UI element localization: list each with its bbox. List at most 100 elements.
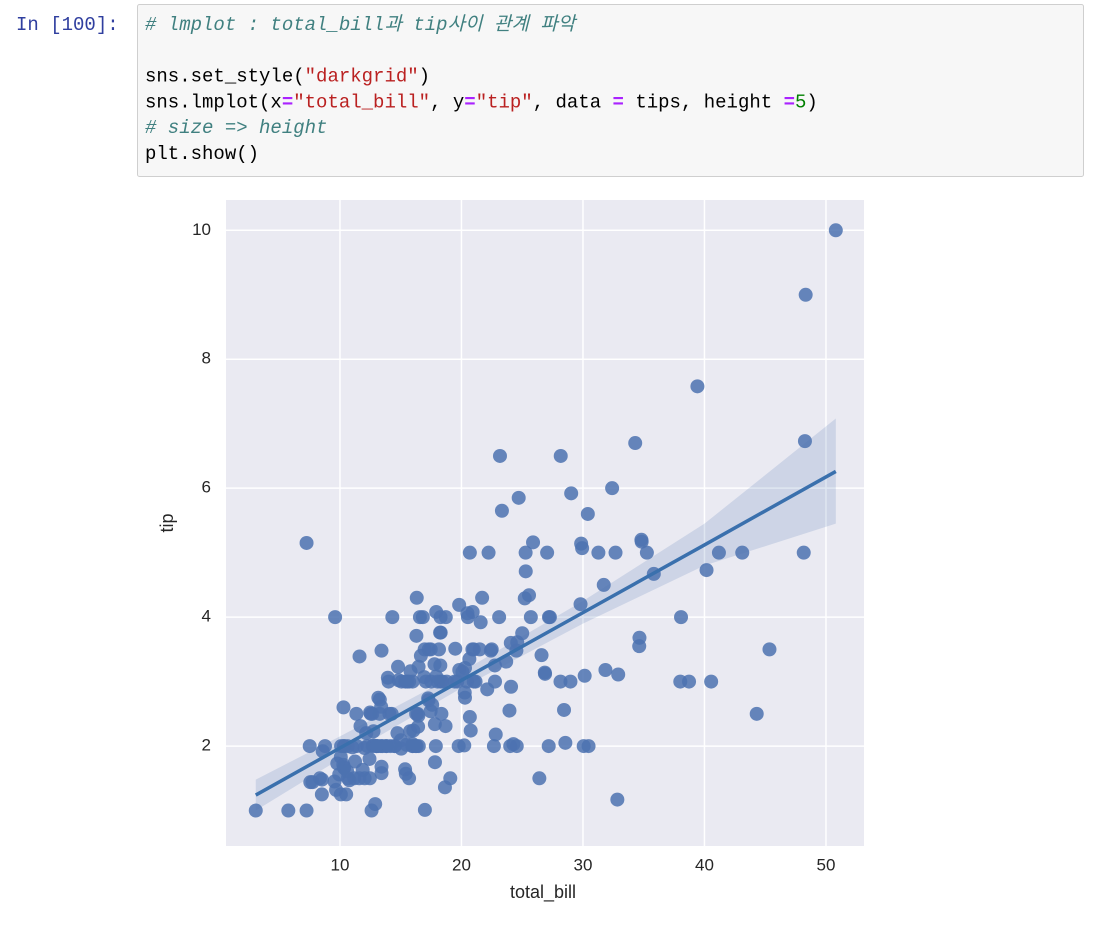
point: [427, 717, 442, 732]
point: [451, 739, 466, 754]
y-tick-label: 10: [192, 220, 211, 239]
code-token: =: [464, 91, 475, 113]
x-tick-label: 30: [574, 855, 593, 874]
point: [336, 700, 351, 715]
y-tick-label: 8: [202, 349, 211, 368]
point: [473, 615, 488, 630]
point: [576, 739, 591, 754]
code-token: , data: [533, 91, 613, 113]
y-tick-label: 4: [202, 607, 211, 626]
point: [333, 787, 348, 802]
point: [480, 682, 495, 697]
point: [628, 436, 643, 451]
point: [577, 668, 592, 683]
point: [409, 628, 424, 643]
point: [462, 710, 477, 725]
point: [492, 610, 507, 625]
point: [515, 626, 530, 641]
point: [417, 802, 432, 817]
point: [537, 665, 552, 680]
point: [402, 771, 417, 786]
point: [699, 563, 714, 578]
point: [634, 534, 649, 549]
point: [573, 597, 588, 612]
point: [409, 590, 424, 605]
point: [483, 643, 498, 658]
code-token: ): [806, 91, 817, 113]
x-tick-label: 50: [817, 855, 836, 874]
code-line: # size => height: [145, 117, 327, 139]
point: [690, 379, 705, 394]
x-tick-label: 10: [331, 855, 350, 874]
point: [299, 535, 314, 550]
point: [674, 610, 689, 625]
code-token: =: [613, 91, 624, 113]
code-line: # lmplot : total_bill과 tip사이 관계 파악: [145, 14, 578, 36]
y-tick-label: 6: [202, 478, 211, 497]
point: [518, 564, 533, 579]
point: [502, 703, 517, 718]
point: [463, 723, 478, 738]
point: [526, 535, 541, 550]
y-tick-label: 2: [202, 736, 211, 755]
code-token: , y: [430, 91, 464, 113]
code-token: =: [282, 91, 293, 113]
x-tick-label: 20: [452, 855, 471, 874]
point: [591, 545, 606, 560]
point: [564, 486, 579, 501]
point: [362, 751, 377, 766]
point: [798, 287, 813, 302]
point: [400, 674, 415, 689]
point: [411, 719, 426, 734]
point: [427, 755, 442, 770]
point: [511, 490, 526, 505]
point: [374, 643, 389, 658]
point: [387, 739, 402, 754]
point: [372, 692, 387, 707]
point: [431, 642, 446, 657]
code-token: # size => height: [145, 117, 327, 139]
point: [399, 737, 414, 752]
point: [412, 610, 427, 625]
point: [608, 545, 623, 560]
point: [494, 503, 509, 518]
code-token: sns.set_style(: [145, 66, 305, 88]
point: [438, 719, 453, 734]
plot-area: [226, 200, 864, 846]
point: [563, 674, 578, 689]
point: [611, 667, 626, 682]
code-token: # lmplot : total_bill과 tip사이 관계 파악: [145, 14, 578, 36]
point: [523, 610, 538, 625]
cell-prompt: In [100]:: [16, 14, 119, 36]
point: [411, 659, 426, 674]
point: [486, 739, 501, 754]
y-axis-label: tip: [157, 513, 177, 532]
point: [735, 545, 750, 560]
point: [349, 706, 364, 721]
point: [364, 803, 379, 818]
point: [492, 448, 507, 463]
point: [481, 545, 496, 560]
point: [374, 766, 389, 781]
code-cell[interactable]: [137, 4, 1084, 177]
point: [460, 610, 475, 625]
point: [448, 641, 463, 656]
point: [557, 702, 572, 717]
point: [532, 771, 547, 786]
point: [281, 803, 296, 818]
point: [328, 610, 343, 625]
point: [553, 448, 568, 463]
point: [540, 545, 555, 560]
code-token: plt.show(): [145, 143, 259, 165]
point: [385, 610, 400, 625]
point: [372, 706, 387, 721]
point: [580, 506, 595, 521]
code-token: 5: [795, 91, 806, 113]
point: [434, 706, 449, 721]
point: [369, 739, 384, 754]
point: [797, 434, 812, 449]
point: [517, 591, 532, 606]
point: [465, 642, 480, 657]
